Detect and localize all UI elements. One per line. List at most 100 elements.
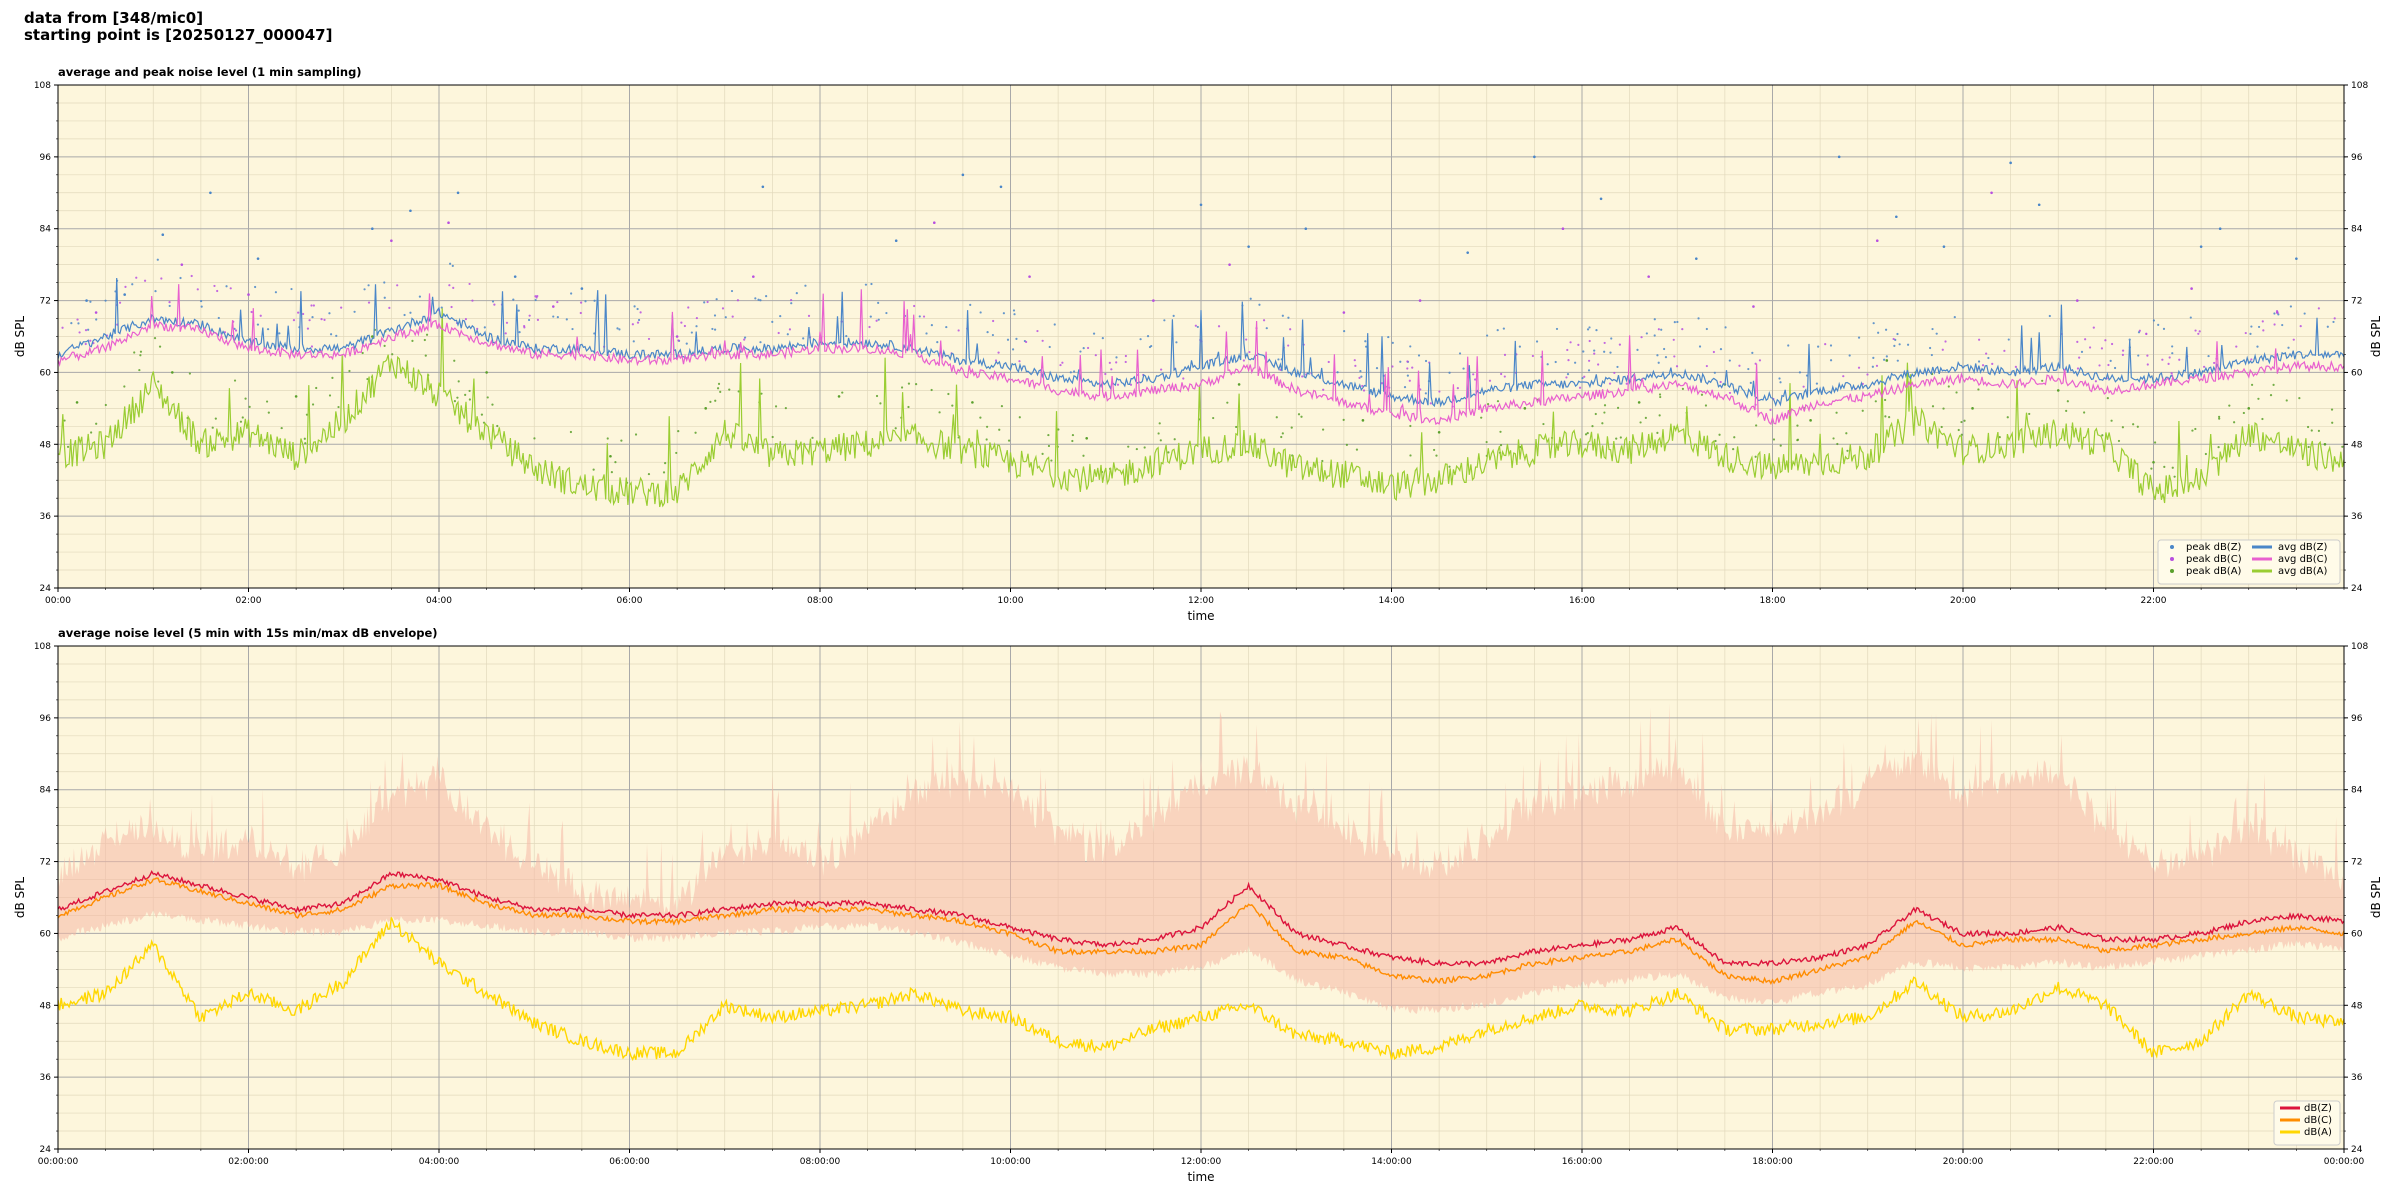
peak-point (2006, 416, 2009, 419)
x-tick-label: 16:00:00 (1562, 1157, 1603, 1167)
peak-point (1660, 328, 1663, 331)
peak-point (907, 382, 911, 385)
x-tick-label: 02:00:00 (228, 1157, 269, 1167)
legend-label: dB(A) (2304, 1127, 2332, 1138)
peak-point (1930, 353, 1933, 357)
peak-point (213, 284, 216, 288)
peak-point (1015, 337, 1018, 340)
peak-point (1931, 405, 1935, 408)
peak-point (1894, 338, 1897, 341)
peak-point (1971, 407, 1974, 410)
y-tick-label-right: 96 (2351, 714, 2363, 724)
peak-point (1616, 365, 1619, 369)
peak-point (1796, 438, 1800, 441)
peak-point (680, 321, 683, 324)
peak-point (584, 300, 587, 303)
peak-point (951, 404, 954, 407)
peak-point (936, 341, 939, 344)
peak-point (1845, 432, 1848, 435)
peak-point (1301, 375, 1304, 378)
peak-point (877, 301, 880, 304)
peak-point (1061, 361, 1064, 364)
peak-point (1438, 390, 1441, 393)
panel-title: average and peak noise level (1 min samp… (58, 65, 362, 79)
peak-point (1586, 328, 1590, 331)
peak-point (156, 258, 159, 261)
peak-point (994, 359, 998, 362)
peak-point (2110, 419, 2113, 422)
peak-point (1577, 343, 1580, 346)
legend-label: dB(Z) (2304, 1103, 2332, 1114)
peak-point (1704, 404, 1708, 407)
peak-point (1047, 444, 1051, 448)
peak-point (2250, 358, 2253, 361)
peak-point (527, 318, 531, 322)
x-tick-label: 04:00 (426, 596, 452, 606)
peak-point (1116, 383, 1120, 386)
peak-point (77, 322, 80, 325)
peak-point (687, 306, 690, 309)
peak-point (453, 400, 456, 403)
peak-point (1342, 311, 1346, 314)
peak-point (2326, 325, 2329, 328)
peak-point (565, 318, 568, 321)
peak-point (1875, 364, 1879, 367)
peak-point (1928, 346, 1932, 350)
peak-point (2009, 161, 2012, 165)
peak-point (1486, 403, 1490, 406)
peak-point (1011, 348, 1015, 351)
peak-point (2194, 427, 2197, 431)
peak-point (248, 405, 251, 408)
peak-point (78, 331, 81, 334)
peak-point (303, 437, 306, 440)
y-tick-label-left: 36 (40, 1073, 52, 1083)
peak-point (1987, 356, 1990, 360)
peak-point (90, 431, 93, 434)
peak-point (2106, 397, 2109, 400)
peak-point (1653, 334, 1656, 337)
peak-point (1448, 465, 1451, 468)
peak-point (1150, 344, 1153, 348)
peak-point (411, 339, 414, 342)
peak-point (471, 299, 474, 302)
peak-point (188, 372, 191, 375)
peak-point (1380, 382, 1384, 385)
peak-point (265, 400, 269, 403)
peak-point (1752, 305, 1755, 308)
peak-point (2204, 452, 2207, 456)
peak-point (869, 315, 872, 318)
peak-point (211, 426, 214, 429)
peak-point (1673, 355, 1676, 358)
peak-point (491, 300, 495, 303)
peak-point (1714, 439, 1717, 443)
legend-box (2273, 1100, 2341, 1146)
peak-point (717, 382, 721, 385)
peak-point (695, 325, 698, 328)
peak-point (2150, 467, 2153, 470)
peak-point (425, 333, 429, 336)
peak-point (2292, 338, 2295, 341)
peak-point (1041, 339, 1044, 342)
peak-point (1586, 432, 1589, 435)
peak-point (1896, 332, 1899, 336)
peak-point (306, 327, 310, 330)
peak-point (2287, 346, 2290, 349)
peak-point (2170, 372, 2173, 375)
peak-point (161, 233, 165, 237)
peak-point (610, 471, 613, 474)
peak-point (2218, 417, 2221, 420)
peak-point (2341, 445, 2344, 448)
x-tick-label: 22:00:00 (2133, 1157, 2174, 1167)
peak-point (1603, 350, 1606, 353)
peak-point (1728, 391, 1732, 395)
peak-point (979, 311, 982, 314)
peak-point (485, 371, 488, 374)
peak-point (200, 305, 203, 308)
peak-point (1546, 363, 1549, 366)
peak-point (1895, 215, 1898, 219)
peak-point (496, 424, 499, 428)
peak-point (297, 311, 300, 314)
peak-point (353, 310, 356, 313)
peak-point (1094, 354, 1097, 357)
peak-point (709, 400, 712, 403)
